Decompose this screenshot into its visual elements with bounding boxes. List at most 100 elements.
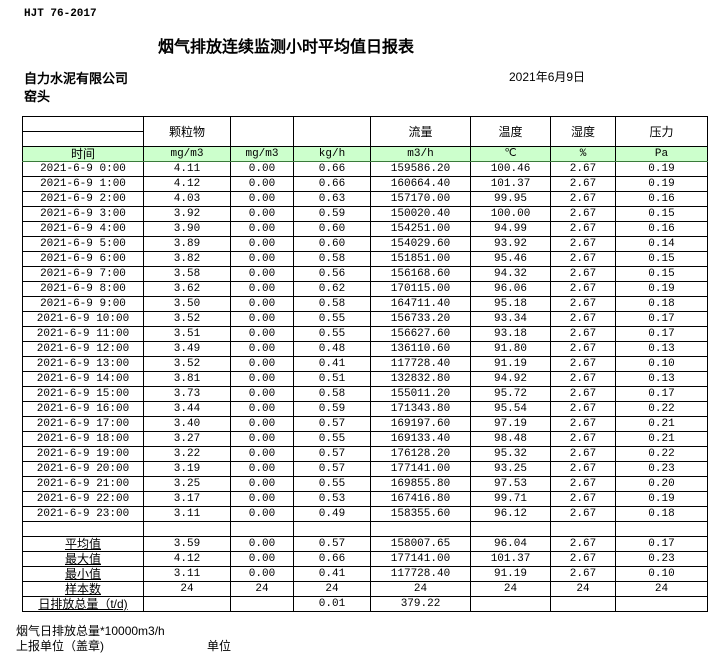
summary-value: 96.04 [470, 536, 551, 552]
table-row: 2021-6-9 21:00 3.25 0.00 0.55 169855.80 97.53… [22, 476, 708, 492]
value-cell: 3.17 [143, 491, 231, 507]
table-row: 2021-6-9 15:00 3.73 0.00 0.58 155011.20 95.72… [22, 386, 708, 402]
value-cell: 0.00 [230, 476, 294, 492]
value-cell: 0.21 [615, 431, 708, 447]
value-cell: 2.67 [550, 176, 616, 192]
value-cell: 0.53 [293, 491, 371, 507]
table-row: 2021-6-9 8:00 3.62 0.00 0.62 170115.00 96.06 2… [22, 281, 708, 297]
value-cell: 0.00 [230, 206, 294, 222]
time-cell: 2021-6-9 16:00 [22, 401, 144, 417]
value-cell: 2.67 [550, 236, 616, 252]
value-cell: 0.00 [230, 251, 294, 267]
value-cell: 0.14 [615, 236, 708, 252]
value-cell: 0.15 [615, 251, 708, 267]
unit-cell: % [550, 146, 616, 162]
value-cell: 171343.80 [370, 401, 471, 417]
value-cell: 0.00 [230, 341, 294, 357]
time-cell: 2021-6-9 2:00 [22, 191, 144, 207]
value-cell: 0.13 [615, 371, 708, 387]
table-row: 2021-6-9 5:00 3.89 0.00 0.60 154029.60 93.92 2… [22, 236, 708, 252]
value-cell: 0.59 [293, 206, 371, 222]
value-cell: 177141.00 [370, 461, 471, 477]
time-cell: 2021-6-9 0:00 [22, 161, 144, 177]
table-row: 2021-6-9 6:00 3.82 0.00 0.58 151851.00 95.46 2… [22, 251, 708, 267]
value-cell: 2.67 [550, 326, 616, 342]
value-cell: 0.58 [293, 386, 371, 402]
value-cell: 93.92 [470, 236, 551, 252]
value-cell: 0.58 [293, 296, 371, 312]
unit-cell: mg/m3 [143, 146, 231, 162]
summary-value: 3.11 [143, 566, 231, 582]
header-cell: 压力 [615, 116, 708, 147]
time-cell: 2021-6-9 12:00 [22, 341, 144, 357]
value-cell: 3.62 [143, 281, 231, 297]
summary-label: 最大值 [22, 551, 144, 567]
summary-value: 2.67 [550, 536, 616, 552]
table-row: 2021-6-9 20:00 3.19 0.00 0.57 177141.00 93.25… [22, 461, 708, 477]
value-cell: 0.19 [615, 176, 708, 192]
summary-value [615, 596, 708, 612]
summary-value: 24 [550, 581, 616, 597]
value-cell: 3.90 [143, 221, 231, 237]
value-cell: 0.48 [293, 341, 371, 357]
summary-label: 样本数 [22, 581, 144, 597]
value-cell: 2.67 [550, 161, 616, 177]
value-cell: 0.00 [230, 221, 294, 237]
value-cell: 3.52 [143, 356, 231, 372]
value-cell: 2.67 [550, 416, 616, 432]
time-cell: 2021-6-9 17:00 [22, 416, 144, 432]
value-cell: 0.00 [230, 386, 294, 402]
unit-cell: ℃ [470, 146, 551, 162]
value-cell: 0.00 [230, 416, 294, 432]
value-cell: 156627.60 [370, 326, 471, 342]
value-cell: 0.20 [615, 476, 708, 492]
value-cell: 94.92 [470, 371, 551, 387]
header-cell [293, 116, 371, 147]
time-cell: 2021-6-9 3:00 [22, 206, 144, 222]
value-cell: 0.55 [293, 476, 371, 492]
value-cell: 101.37 [470, 176, 551, 192]
value-cell: 0.18 [615, 296, 708, 312]
value-cell: 0.55 [293, 431, 371, 447]
value-cell: 95.54 [470, 401, 551, 417]
summary-value: 0.57 [293, 536, 371, 552]
value-cell: 0.57 [293, 446, 371, 462]
value-cell: 0.00 [230, 431, 294, 447]
value-cell: 3.19 [143, 461, 231, 477]
company-name: 自力水泥有限公司 [24, 71, 129, 86]
time-cell: 2021-6-9 1:00 [22, 176, 144, 192]
summary-value: 24 [230, 581, 294, 597]
summary-value: 0.01 [293, 596, 371, 612]
value-cell: 167416.80 [370, 491, 471, 507]
value-cell: 0.00 [230, 446, 294, 462]
value-cell: 4.11 [143, 161, 231, 177]
table-row: 2021-6-9 2:00 4.03 0.00 0.63 157170.00 99.95 2… [22, 191, 708, 207]
value-cell: 3.22 [143, 446, 231, 462]
value-cell: 3.50 [143, 296, 231, 312]
value-cell: 169197.60 [370, 416, 471, 432]
time-cell: 2021-6-9 14:00 [22, 371, 144, 387]
table-row: 2021-6-9 22:00 3.17 0.00 0.53 167416.80 99.71… [22, 491, 708, 507]
value-cell: 157170.00 [370, 191, 471, 207]
value-cell: 2.67 [550, 356, 616, 372]
summary-value: 101.37 [470, 551, 551, 567]
summary-row: 最小值 3.11 0.00 0.41 117728.40 91.19 2.67 0.10 [22, 566, 708, 582]
value-cell: 0.58 [293, 251, 371, 267]
divider [23, 131, 143, 132]
summary-value: 0.17 [615, 536, 708, 552]
value-cell: 3.27 [143, 431, 231, 447]
value-cell: 93.18 [470, 326, 551, 342]
value-cell: 0.57 [293, 461, 371, 477]
summary-value: 3.59 [143, 536, 231, 552]
value-cell: 0.00 [230, 311, 294, 327]
value-cell: 3.44 [143, 401, 231, 417]
value-cell: 95.18 [470, 296, 551, 312]
summary-value: 24 [615, 581, 708, 597]
summary-value: 0.00 [230, 536, 294, 552]
time-cell: 2021-6-9 22:00 [22, 491, 144, 507]
time-cell: 2021-6-9 19:00 [22, 446, 144, 462]
value-cell: 91.19 [470, 356, 551, 372]
summary-value: 0.00 [230, 566, 294, 582]
value-cell: 97.19 [470, 416, 551, 432]
empty-row [22, 521, 708, 537]
